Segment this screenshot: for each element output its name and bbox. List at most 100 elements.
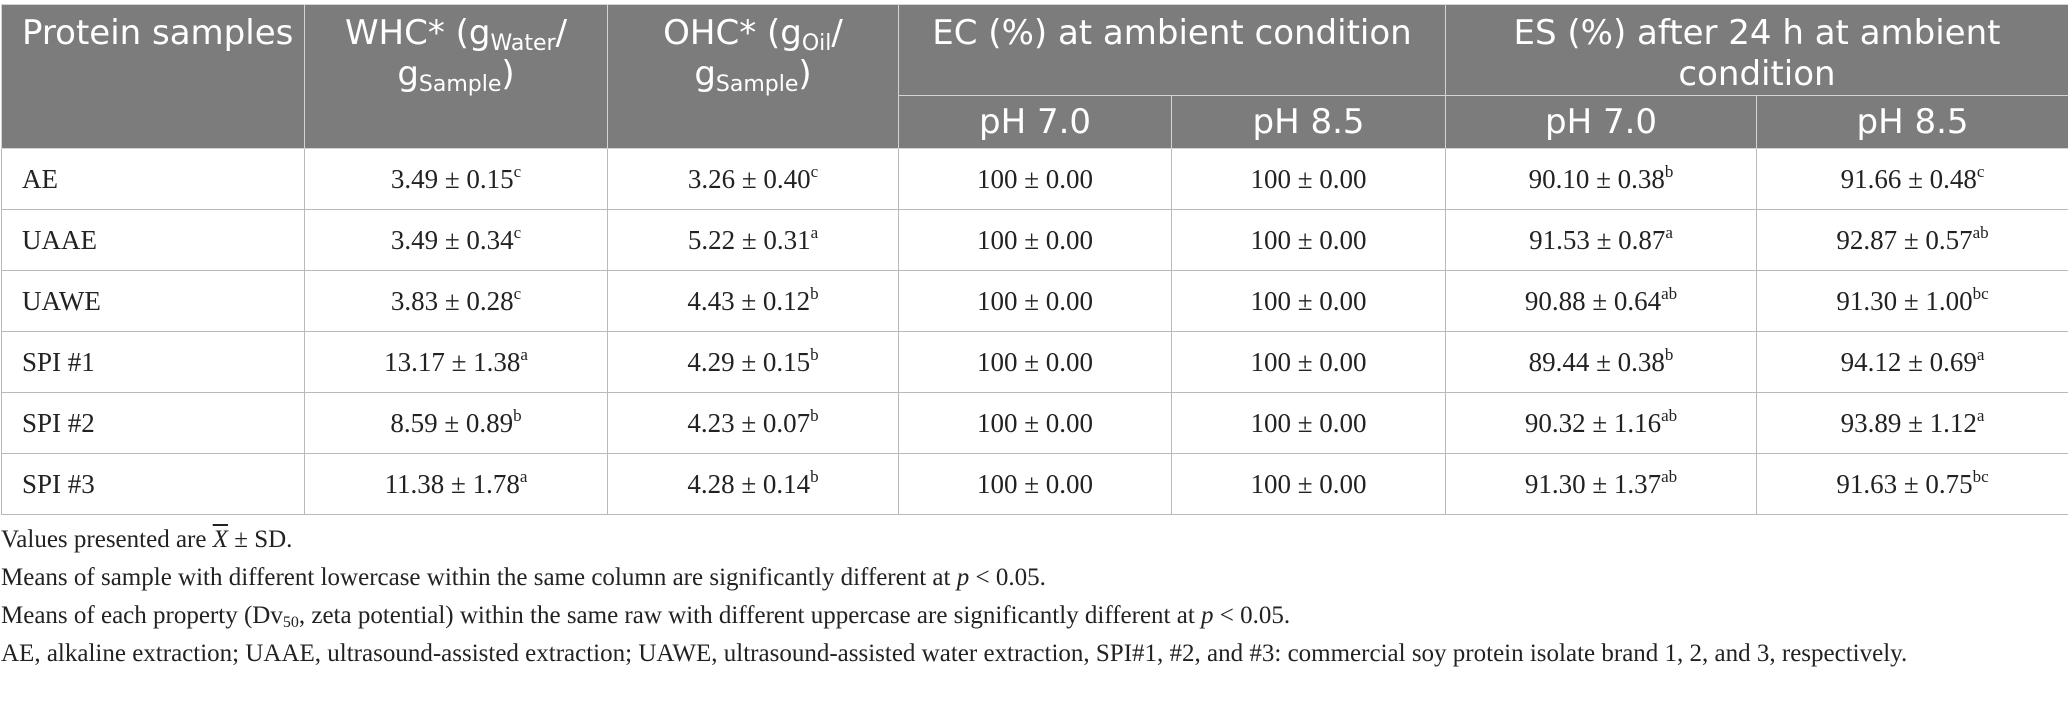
cell-value: 4.29 ± 0.15 [687, 346, 811, 377]
significance-letter: a [520, 344, 528, 364]
header-es-ph7: pH 7.0 [1445, 95, 1757, 149]
value-cell: 100 ± 0.00 [1171, 453, 1446, 515]
header-ohc: OHC* (gOil/ gSample) [607, 4, 899, 149]
significance-letter: b [1664, 161, 1674, 181]
value-cell: 91.30 ± 1.00bc [1755, 270, 2068, 332]
cell-value: 94.12 ± 0.69 [1840, 346, 1977, 377]
cell-value: 100 ± 0.00 [1250, 468, 1367, 499]
value-cell: 13.17 ± 1.38a [304, 331, 608, 393]
table-row: SPI #1 13.17 ± 1.38a 4.29 ± 0.15b 100 ± 0.0… [1, 331, 2068, 393]
value-cell: 91.66 ± 0.48c [1755, 148, 2068, 210]
table-row: SPI #2 8.59 ± 0.89b 4.23 ± 0.07b 100 ± 0.00… [1, 392, 2068, 454]
value-cell: 4.28 ± 0.14b [607, 453, 899, 515]
value-cell: 4.23 ± 0.07b [607, 392, 899, 454]
significance-letter: b [1664, 344, 1674, 364]
table-row: UAWE 3.83 ± 0.28c 4.43 ± 0.12b 100 ± 0.00 10… [1, 270, 2068, 332]
value-cell: 11.38 ± 1.78a [304, 453, 608, 515]
cell-value: 3.49 ± 0.15 [390, 163, 514, 194]
cell-value: 90.88 ± 0.64 [1524, 285, 1662, 316]
value-cell: 91.30 ± 1.37ab [1445, 453, 1757, 515]
table-row: UAAE 3.49 ± 0.34c 5.22 ± 0.31a 100 ± 0.00 10… [1, 209, 2068, 271]
sample-name-cell: SPI #1 [1, 331, 305, 393]
value-cell: 100 ± 0.00 [1171, 270, 1446, 332]
significance-letter: b [810, 405, 819, 425]
significance-letter: a [519, 466, 528, 486]
value-cell: 93.89 ± 1.12a [1755, 392, 2068, 454]
footnote-uppercase: Means of each property (Dv50, zeta poten… [1, 602, 1291, 631]
significance-letter: b [810, 283, 819, 303]
value-cell: 3.26 ± 0.40c [607, 148, 899, 210]
cell-value: 92.87 ± 0.57 [1836, 224, 1973, 255]
value-cell: 91.53 ± 0.87a [1445, 209, 1757, 271]
significance-letter: b [810, 466, 819, 486]
header-es: ES (%) after 24 h at ambient condition [1444, 4, 2068, 96]
header-whc: WHC* (gWater/ gSample) [304, 4, 608, 149]
cell-value: 100 ± 0.00 [976, 163, 1094, 194]
cell-value: 100 ± 0.00 [1250, 163, 1367, 194]
cell-value: 8.59 ± 0.89 [390, 407, 514, 438]
value-cell: 100 ± 0.00 [1171, 148, 1446, 210]
significance-letter: ab [1661, 466, 1678, 486]
value-cell: 94.12 ± 0.69a [1755, 331, 2068, 393]
table-row: AE 3.49 ± 0.15c 3.26 ± 0.40c 100 ± 0.00 100 … [1, 148, 2068, 210]
significance-letter: a [1665, 222, 1673, 242]
significance-letter: b [810, 344, 819, 364]
significance-letter: c [513, 222, 522, 242]
significance-letter: a [1976, 344, 1985, 364]
cell-value: 4.43 ± 0.12 [687, 285, 811, 316]
cell-value: 3.49 ± 0.34 [390, 224, 514, 255]
value-cell: 100 ± 0.00 [1171, 331, 1446, 393]
value-cell: 91.63 ± 0.75bc [1755, 453, 2068, 515]
cell-value: 11.38 ± 1.78 [384, 468, 520, 499]
header-ec: EC (%) at ambient condition [898, 4, 1446, 96]
value-cell: 100 ± 0.00 [898, 392, 1172, 454]
cell-value: 100 ± 0.00 [1250, 407, 1367, 438]
value-cell: 4.29 ± 0.15b [607, 331, 899, 393]
cell-value: 100 ± 0.00 [976, 346, 1094, 377]
value-cell: 100 ± 0.00 [1171, 209, 1446, 271]
significance-letter: c [810, 161, 819, 181]
header-protein-samples: Protein samples [1, 4, 305, 149]
significance-letter: c [513, 283, 522, 303]
sample-name-cell: UAAE [1, 209, 305, 271]
value-cell: 3.83 ± 0.28c [304, 270, 608, 332]
sample-name-cell: UAWE [1, 270, 305, 332]
value-cell: 90.10 ± 0.38b [1445, 148, 1757, 210]
significance-letter: a [1976, 405, 1985, 425]
value-cell: 89.44 ± 0.38b [1445, 331, 1757, 393]
value-cell: 3.49 ± 0.15c [304, 148, 608, 210]
header-ec-ph7: pH 7.0 [898, 95, 1172, 149]
value-cell: 100 ± 0.00 [898, 331, 1172, 393]
cell-value: 93.89 ± 1.12 [1840, 407, 1977, 438]
cell-value: 3.83 ± 0.28 [390, 285, 514, 316]
value-cell: 3.49 ± 0.34c [304, 209, 608, 271]
value-cell: 100 ± 0.00 [1171, 392, 1446, 454]
value-cell: 8.59 ± 0.89b [304, 392, 608, 454]
cell-value: 13.17 ± 1.38 [384, 346, 521, 377]
cell-value: 100 ± 0.00 [976, 468, 1094, 499]
significance-letter: ab [1661, 405, 1678, 425]
cell-value: 5.22 ± 0.31 [687, 224, 811, 255]
footnote-lowercase: Means of sample with different lowercase… [1, 564, 1046, 591]
cell-value: 91.30 ± 1.00 [1836, 285, 1973, 316]
value-cell: 100 ± 0.00 [898, 148, 1172, 210]
significance-letter: bc [1972, 466, 1989, 486]
value-cell: 100 ± 0.00 [898, 270, 1172, 332]
cell-value: 100 ± 0.00 [1250, 285, 1367, 316]
cell-value: 4.28 ± 0.14 [687, 468, 811, 499]
cell-value: 100 ± 0.00 [1250, 224, 1367, 255]
significance-letter: ab [1661, 283, 1678, 303]
significance-letter: bc [1972, 283, 1989, 303]
x-bar-symbol: X [212, 526, 228, 553]
significance-letter: a [810, 222, 819, 242]
cell-value: 91.53 ± 0.87 [1529, 224, 1666, 255]
cell-value: 91.30 ± 1.37 [1524, 468, 1662, 499]
cell-value: 3.26 ± 0.40 [687, 163, 811, 194]
cell-value: 91.66 ± 0.48 [1840, 163, 1977, 194]
significance-letter: c [1976, 161, 1985, 181]
header-ec-ph85: pH 8.5 [1171, 95, 1446, 149]
significance-letter: b [513, 405, 522, 425]
cell-value: 100 ± 0.00 [976, 224, 1094, 255]
header-es-ph85: pH 8.5 [1755, 95, 2068, 149]
footnote-abbreviations: AE, alkaline extraction; UAAE, ultrasoun… [1, 640, 1908, 667]
